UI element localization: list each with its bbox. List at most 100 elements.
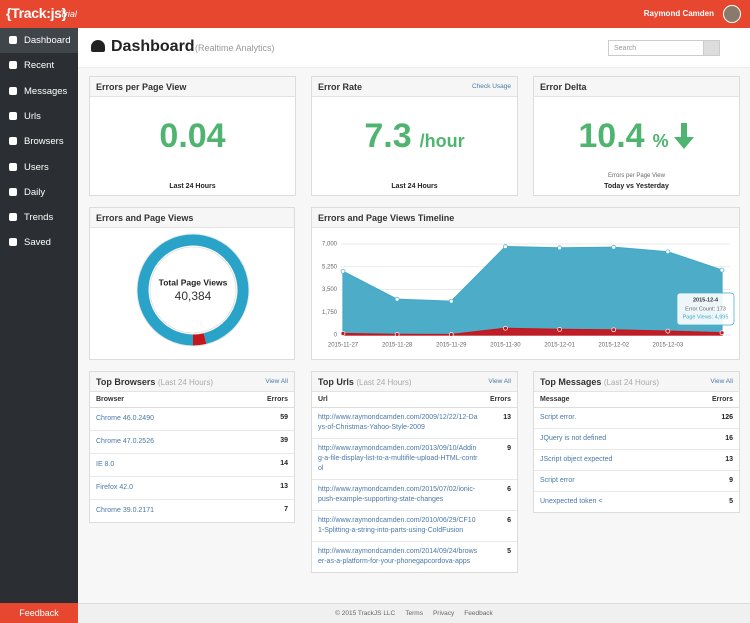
footer-item[interactable]: Feedback [464, 610, 493, 617]
row-label[interactable]: http://www.raymondcamden.com/2010/06/29/… [312, 510, 484, 542]
metric-caption: Last 24 Hours [169, 183, 216, 190]
search-input[interactable]: Search [608, 40, 704, 56]
nav-icon [9, 238, 17, 247]
error-count: 9 [483, 438, 517, 480]
footer-item: © 2015 TrackJS LLC [335, 610, 396, 617]
row-label[interactable]: http://www.raymondcamden.com/2014/09/24/… [312, 541, 484, 572]
metric-unit: % [652, 131, 669, 151]
table-panel: Top Messages (Last 24 Hours) View All Mess… [533, 371, 740, 513]
error-count: 16 [681, 428, 739, 450]
table-row: Chrome 46.0.2490 59 [90, 407, 294, 431]
x-tick-label: 2015-11-30 [490, 343, 521, 349]
series-point [448, 298, 454, 304]
logo[interactable]: {Track:js} [6, 5, 67, 21]
arrow-shape [673, 123, 694, 149]
table-row: Chrome 47.0.2526 39 [90, 430, 294, 454]
footer-item[interactable]: Privacy [432, 610, 455, 617]
feedback-button[interactable]: Feedback [0, 603, 78, 623]
donut-ring [136, 233, 250, 347]
row-label[interactable]: Firefox 42.0 [90, 476, 229, 500]
panel-title: Top Urls [318, 377, 354, 387]
charts: Total Page Views 40,384 0 1,750 3,500 5,250 7,… [136, 233, 735, 349]
table-row: Chrome 39.0.2171 7 [90, 499, 294, 522]
down-arrow [673, 123, 694, 149]
table-row: http://www.raymondcamden.com/2015/07/02/… [312, 479, 517, 511]
x-tick-label: 2015-11-28 [382, 343, 413, 349]
row-label[interactable]: http://www.raymondcamden.com/2015/07/02/… [312, 479, 484, 511]
error-count: 6 [483, 510, 517, 542]
y-tick-label: 3,500 [322, 287, 338, 293]
x-tick-label: 2015-12-01 [544, 343, 575, 349]
row-label[interactable]: http://www.raymondcamden.com/2013/09/10/… [312, 438, 484, 480]
nav-icon [9, 213, 17, 222]
nav-item[interactable]: Recent [0, 53, 78, 78]
error-count: 59 [228, 407, 294, 431]
table-row: IE 8.0 14 [90, 453, 294, 477]
nav-item[interactable]: Trends [0, 205, 78, 230]
avatar[interactable] [723, 5, 741, 23]
nav-label: Recent [24, 60, 55, 72]
error-count: 13 [228, 476, 294, 500]
donut-segment [192, 333, 207, 346]
nav-item[interactable]: Daily [0, 180, 78, 205]
table-row: http://www.raymondcamden.com/2013/09/10/… [312, 438, 517, 480]
nav-icon [9, 61, 17, 70]
search-button[interactable] [703, 40, 720, 56]
row-label[interactable]: Chrome 46.0.2490 [90, 407, 229, 431]
row-label[interactable]: IE 8.0 [90, 453, 229, 477]
row-label[interactable]: Chrome 47.0.2526 [90, 430, 229, 454]
nav-item[interactable]: Browsers [0, 129, 78, 154]
panel-title: Top Messages [540, 377, 602, 387]
metric-panel: Error Delta 10.4% Errors per Page View Toda… [533, 76, 740, 196]
nav-item[interactable]: Messages [0, 79, 78, 104]
y-tick-label: 1,750 [322, 310, 338, 316]
panel-header: Top Browsers (Last 24 Hours) View All [90, 372, 294, 392]
panel-period: (Last 24 Hours) [356, 378, 412, 387]
series-point [611, 244, 617, 250]
error-count: 5 [681, 491, 739, 512]
tooltip-line: Page Views: 4,995 [683, 314, 729, 320]
x-tick-label: 2015-11-29 [436, 343, 467, 349]
panel-link[interactable]: View All [710, 378, 733, 385]
error-count: 9 [681, 470, 739, 492]
error-count: 39 [228, 430, 294, 454]
series-point [503, 244, 508, 249]
row-label[interactable]: JScript object expected [534, 449, 682, 471]
nav-item[interactable]: Saved [0, 230, 78, 255]
user-name[interactable]: Raymond Camden [643, 9, 714, 18]
dashboard-icon [91, 40, 105, 52]
panel-link[interactable]: Check Usage [471, 83, 511, 90]
panel-link[interactable]: View All [488, 378, 511, 385]
row-label[interactable]: Unexpected token < [534, 491, 682, 512]
table-row: http://www.raymondcamden.com/2009/12/22/… [312, 407, 517, 439]
series-point [503, 325, 508, 331]
table-panel: Top Urls (Last 24 Hours) View All Url Error… [311, 371, 518, 573]
table-row: http://www.raymondcamden.com/2014/09/24/… [312, 541, 517, 572]
row-label[interactable]: Chrome 39.0.2171 [90, 499, 229, 522]
nav-icon [9, 111, 17, 120]
row-label[interactable]: http://www.raymondcamden.com/2009/12/22/… [312, 407, 484, 439]
nav-label: Urls [24, 110, 41, 122]
nav-label: Messages [24, 85, 68, 97]
nav-label: Browsers [24, 136, 64, 148]
row-label[interactable]: JQuery is not defined [534, 428, 682, 450]
series-point [665, 249, 671, 255]
table-row: Script error. 126 [534, 407, 739, 429]
row-label[interactable]: Script error [534, 470, 682, 492]
error-count: 6 [483, 479, 517, 511]
panel-link[interactable]: View All [265, 378, 288, 385]
tooltip-box [676, 292, 735, 326]
y-tick-label: 7,000 [322, 242, 338, 248]
panel-title: Error Delta [540, 82, 587, 92]
nav-item[interactable]: Urls [0, 104, 78, 129]
table-row: http://www.raymondcamden.com/2010/06/29/… [312, 510, 517, 542]
metric-value: 7.3/hour [312, 117, 517, 156]
nav-item[interactable]: Users [0, 155, 78, 180]
panel-header: Errors per Page View [90, 77, 295, 97]
error-count: 14 [228, 453, 294, 477]
row-label[interactable]: Script error. [534, 407, 682, 429]
series-point [340, 331, 346, 336]
series-point [340, 268, 346, 274]
footer-item[interactable]: Terms [405, 610, 423, 617]
nav-item[interactable]: Dashboard [0, 28, 78, 53]
